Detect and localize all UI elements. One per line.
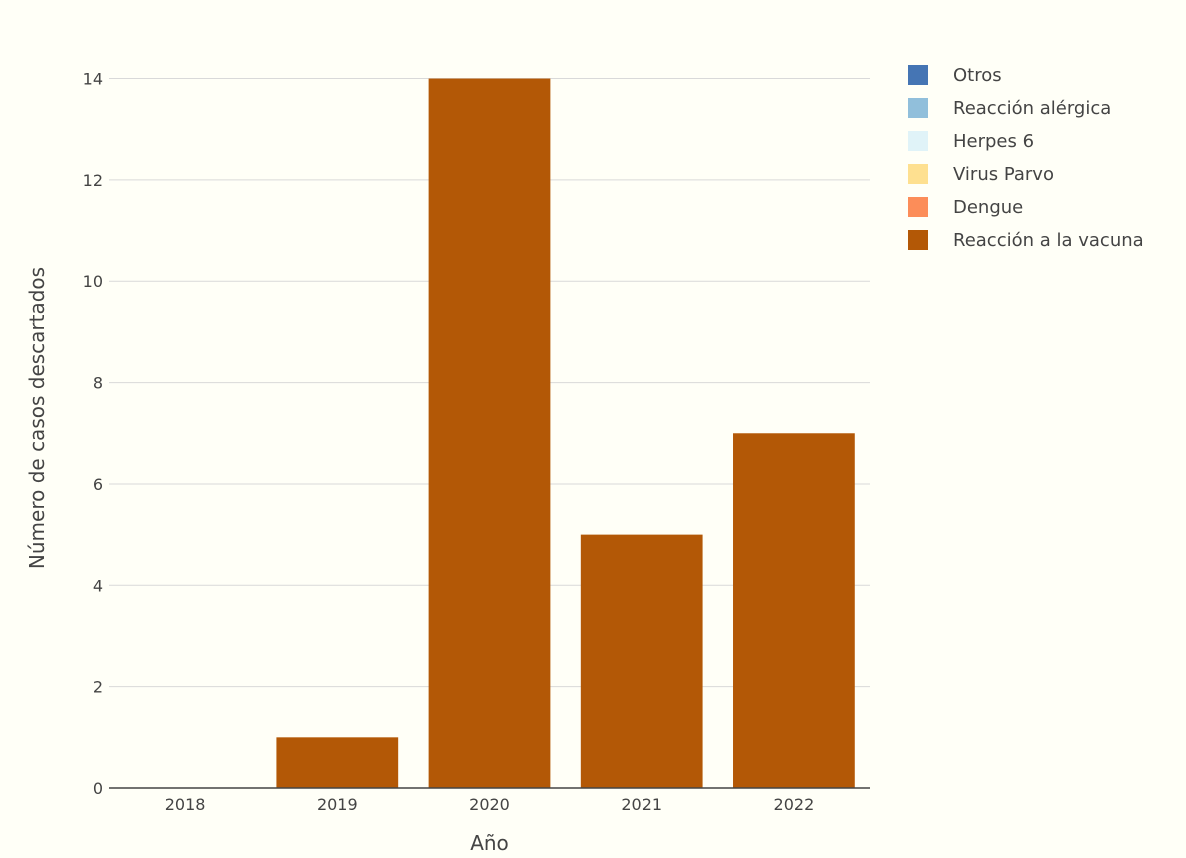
x-tick-label: 2019 xyxy=(317,795,358,814)
bar[interactable] xyxy=(580,534,703,788)
legend-label: Virus Parvo xyxy=(953,164,1054,185)
y-axis-title: Número de casos descartados xyxy=(25,267,49,569)
legend-label: Dengue xyxy=(953,197,1023,218)
legend-swatch xyxy=(908,131,928,151)
legend-item[interactable]: Dengue xyxy=(908,197,1023,218)
y-tick-label: 0 xyxy=(93,779,103,798)
x-tick-label: 2021 xyxy=(621,795,662,814)
bar[interactable] xyxy=(276,737,399,788)
x-tick-label: 2018 xyxy=(165,795,206,814)
y-tick-label: 6 xyxy=(93,475,103,494)
x-tick-labels: 2018 2019 2020 2021 2022 xyxy=(165,795,815,814)
y-tick-label: 2 xyxy=(93,678,103,697)
y-tick-label: 4 xyxy=(93,576,103,595)
bar[interactable] xyxy=(428,78,551,789)
x-tick-label: 2020 xyxy=(469,795,510,814)
legend-swatch xyxy=(908,164,928,184)
legend-swatch xyxy=(908,197,928,217)
x-tick-label: 2022 xyxy=(774,795,815,814)
legend-label: Herpes 6 xyxy=(953,131,1034,152)
legend[interactable]: Otros Reacción alérgica Herpes 6 Virus Parv… xyxy=(908,65,1144,251)
legend-label: Otros xyxy=(953,65,1002,86)
legend-item[interactable]: Reacción a la vacuna xyxy=(908,230,1144,251)
x-axis-title: Año xyxy=(470,831,509,854)
legend-swatch xyxy=(908,65,928,85)
bars xyxy=(276,78,855,789)
y-tick-labels: 0 2 4 6 8 10 12 14 xyxy=(83,70,103,798)
y-tick-label: 8 xyxy=(93,374,103,393)
legend-swatch xyxy=(908,98,928,118)
legend-label: Reacción a la vacuna xyxy=(953,230,1144,251)
legend-label: Reacción alérgica xyxy=(953,98,1111,119)
y-tick-label: 12 xyxy=(83,171,103,190)
legend-swatch xyxy=(908,230,928,250)
legend-item[interactable]: Reacción alérgica xyxy=(908,98,1111,119)
y-tick-label: 14 xyxy=(83,70,103,89)
legend-item[interactable]: Herpes 6 xyxy=(908,131,1034,152)
bar[interactable] xyxy=(733,433,855,788)
legend-item[interactable]: Virus Parvo xyxy=(908,164,1054,185)
y-tick-label: 10 xyxy=(83,272,103,291)
legend-item[interactable]: Otros xyxy=(908,65,1002,86)
